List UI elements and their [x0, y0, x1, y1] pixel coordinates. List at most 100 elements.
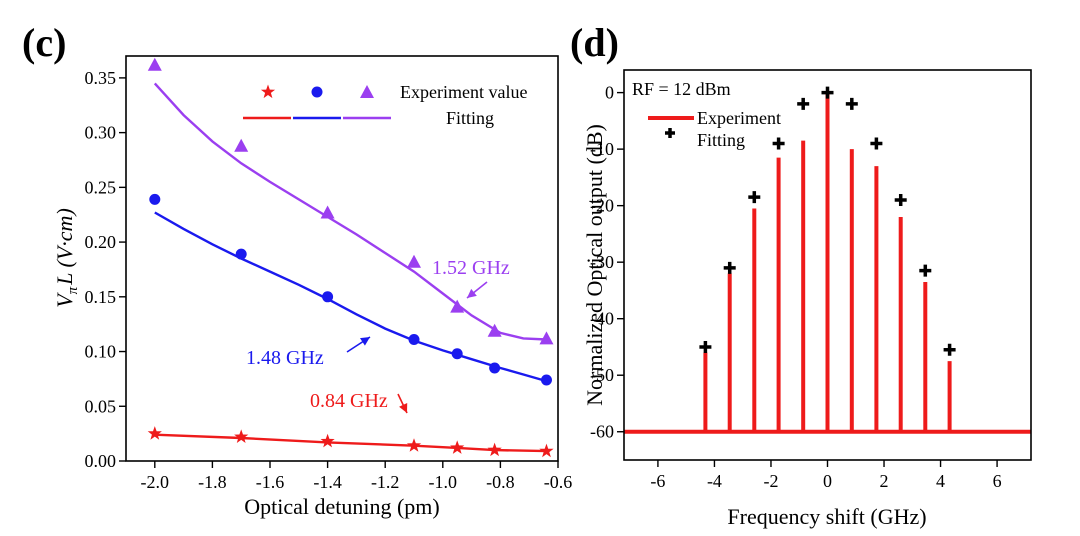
point-1-52-ghz: [320, 205, 335, 219]
point-0-84-ghz: [450, 440, 465, 454]
label-1-48-ghz: 1.48 GHz: [246, 347, 324, 369]
point-1-48-ghz: [322, 291, 334, 303]
point-0-84-ghz: [406, 438, 422, 452]
y-tick-label: -60: [590, 422, 614, 442]
fitting-point: [919, 264, 932, 277]
y-title-v: V: [52, 292, 77, 308]
point-0-84-ghz: [147, 426, 162, 440]
point-1-48-ghz: [540, 374, 552, 386]
fit-line-1-52-ghz: [153, 82, 547, 341]
arrow-1-48-ghz-head: [360, 337, 370, 346]
panel-d-y-axis-title: Normalized Optical output (dB): [582, 124, 607, 406]
rf-power-annotation: RF = 12 dBm: [632, 79, 731, 99]
x-tick-label: -4: [707, 471, 722, 491]
x-tick-label: -1.0: [429, 472, 458, 492]
panel-d-marks: [624, 86, 1031, 434]
fitting-point: [772, 137, 785, 150]
y-tick-label: 0.00: [85, 451, 117, 471]
point-1-52-ghz: [407, 254, 421, 268]
legend-experiment-value-label: Experiment value: [400, 82, 527, 102]
legend-fitting-marker: [665, 128, 675, 138]
y-tick-label: 0.20: [85, 232, 117, 252]
point-0-84-ghz: [234, 429, 249, 443]
panel-c-x-axis-title: Optical detuning (pm): [244, 494, 440, 519]
point-1-52-ghz: [487, 323, 502, 337]
label-1-52-ghz: 1.52 GHz: [432, 257, 510, 279]
point-0-84-ghz: [539, 443, 554, 458]
x-tick-label: 2: [880, 471, 889, 491]
point-1-52-ghz: [450, 299, 465, 313]
fitting-point: [699, 340, 712, 353]
panel-c-plot-frame: [125, 55, 559, 462]
fitting-point: [748, 191, 761, 204]
y-tick-label: -10: [590, 139, 614, 159]
x-tick-label: -1.4: [313, 472, 342, 492]
legend-marker-star: [260, 84, 276, 99]
x-tick-label: -0.6: [544, 472, 573, 492]
y-tick-label: -50: [590, 365, 614, 385]
x-tick-label: -0.8: [486, 472, 515, 492]
y-tick-label: 0.30: [85, 123, 117, 143]
legend-experiment-label: Experiment: [697, 108, 781, 128]
point-1-48-ghz: [235, 248, 247, 260]
panel-c: (c) -2.0 -1.8 -1.6 -1.4 -1.2 -1.0 -0.8 -0.6 0.00…: [22, 20, 572, 519]
panel-c-arrows: [346, 281, 488, 414]
panel-label-d: (d): [570, 20, 619, 65]
panel-c-marks: [147, 57, 554, 458]
legend-marker-triangle: [360, 85, 374, 98]
panel-label-c: (c): [22, 20, 66, 65]
arrow-0-84-ghz-head: [399, 402, 408, 413]
fitting-point: [723, 261, 736, 274]
panel-c-legend: Experiment value Fitting: [243, 82, 527, 128]
point-1-48-ghz: [149, 193, 161, 205]
x-tick-label: -1.8: [198, 472, 227, 492]
label-0-84-ghz: 0.84 GHz: [310, 390, 388, 412]
x-tick-label: -1.6: [256, 472, 285, 492]
fitting-point: [894, 194, 907, 206]
y-tick-label: 0.35: [85, 68, 117, 88]
panel-d-x-axis-title: Frequency shift (GHz): [727, 504, 926, 529]
panel-d-legend: Experiment Fitting: [648, 108, 781, 150]
x-tick-label: -6: [650, 471, 665, 491]
fitting-point: [870, 137, 883, 150]
x-tick-label: -1.2: [371, 472, 400, 492]
y-title-sub: π: [65, 286, 81, 294]
fitting-point: [943, 343, 956, 356]
fitting-point: [797, 97, 810, 110]
point-0-84-ghz: [320, 433, 335, 448]
legend-fitting-label: Fitting: [446, 108, 494, 128]
y-tick-label: 0.15: [85, 287, 117, 307]
panel-c-annotations: 1.52 GHz 1.48 GHz 0.84 GHz: [246, 257, 510, 414]
panel-d: (d) -6 -4 -2 0 2 4 60-10-20-30-40-50-60 Freque…: [570, 20, 1032, 529]
fitting-point: [845, 97, 858, 110]
y-tick-label: -30: [590, 252, 614, 272]
fitting-point: [821, 86, 834, 99]
point-1-52-ghz: [539, 331, 554, 345]
y-title-rest: L (V·cm): [52, 208, 77, 286]
x-tick-label: -2: [763, 471, 778, 491]
y-tick-label: 0.05: [85, 396, 117, 416]
point-1-52-ghz: [147, 57, 162, 71]
fit-line-1-48-ghz: [154, 211, 547, 383]
x-tick-label: 0: [823, 471, 832, 491]
x-tick-label: 6: [993, 471, 1002, 491]
x-tick-label: 4: [936, 471, 945, 491]
panel-c-y-axis-title: VπL (V·cm): [52, 208, 81, 308]
y-tick-label: -40: [590, 309, 614, 329]
point-1-48-ghz: [451, 348, 463, 360]
arrow-1-52-ghz-head: [467, 288, 477, 298]
panel-d-ticks: -6 -4 -2 0 2 4 60-10-20-30-40-50-60: [590, 83, 1002, 491]
legend-marker-circle: [311, 86, 323, 98]
point-1-52-ghz: [234, 138, 249, 152]
fit-line-0-84-ghz: [154, 433, 547, 453]
point-0-84-ghz: [487, 442, 502, 457]
y-tick-label: 0.10: [85, 342, 117, 362]
y-tick-label: -20: [590, 196, 614, 216]
y-tick-label: 0: [605, 83, 614, 103]
panel-c-ticks: -2.0 -1.8 -1.6 -1.4 -1.2 -1.0 -0.8 -0.6 0.00 0.05…: [85, 68, 573, 492]
legend-fitting-label-d: Fitting: [697, 130, 745, 150]
y-tick-label: 0.25: [85, 177, 117, 197]
point-1-48-ghz: [489, 362, 501, 374]
x-tick-label: -2.0: [141, 472, 170, 492]
